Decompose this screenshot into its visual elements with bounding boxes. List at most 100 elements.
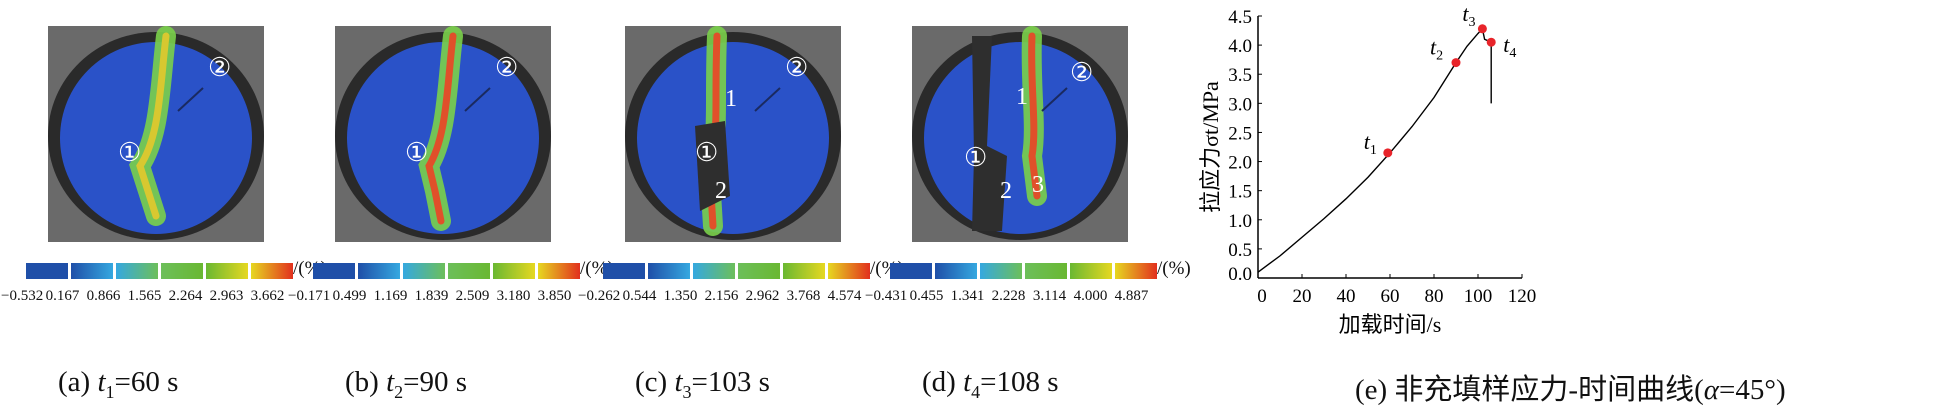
region-label: ② — [208, 53, 231, 82]
region-label: ① — [695, 138, 718, 167]
x-axis-label: 加载时间/s — [1339, 312, 1442, 337]
caption-var: t — [963, 366, 972, 398]
caption-suffix: =90 s — [403, 366, 468, 398]
colorbar — [313, 263, 580, 279]
region-label: ① — [118, 138, 141, 167]
colorbar-tick-label: 1.839 — [414, 288, 449, 304]
colorbar-tick-label: 1.565 — [127, 288, 162, 304]
event-label: t2 — [1430, 35, 1443, 64]
x-tick-label: 120 — [1508, 286, 1537, 307]
panel-caption: (d) t4=108 s — [922, 366, 1059, 403]
caption-prefix: (d) — [922, 366, 964, 398]
colorbar-ticks: −0.431 0.455 1.341 2.228 3.114 4.000 4.887 — [865, 288, 1152, 305]
region-label: 3 — [1032, 172, 1044, 198]
caption-suffix: =108 s — [980, 366, 1059, 398]
caption-prefix: (a) — [58, 366, 98, 398]
region-label: 2 — [715, 178, 727, 204]
colorbar-ticks: −0.171 0.499 1.169 1.839 2.509 3.180 3.850 — [288, 288, 575, 305]
caption-prefix: (b) — [345, 366, 387, 398]
colorbar-tick-label: 0.544 — [622, 288, 657, 304]
panel-caption: (c) t3=103 s — [635, 366, 770, 403]
y-tick-label: 1.0 — [1228, 211, 1252, 232]
event-point — [1486, 37, 1496, 47]
colorbar-tick-label: 3.114 — [1032, 288, 1067, 304]
event-point — [1383, 148, 1393, 158]
y-tick-label: 2.0 — [1228, 153, 1252, 174]
caption-var: t — [674, 366, 683, 398]
region-label: ① — [405, 138, 428, 167]
colorbar-segment — [1025, 263, 1067, 279]
panel-caption: (a) t1=60 s — [58, 366, 178, 403]
region-label: ② — [1070, 58, 1093, 87]
strain-field — [637, 42, 829, 234]
caption-var: t — [386, 366, 395, 398]
caption-e-suffix: =45°) — [1719, 374, 1786, 406]
caption-e: (e) 非充填样应力-时间曲线(α=45°) — [1355, 366, 1786, 408]
event-label: t3 — [1462, 1, 1475, 30]
region-label: ② — [785, 53, 808, 82]
region-label: 1 — [725, 86, 737, 112]
crack-path — [136, 32, 170, 220]
y-tick-label: 3.5 — [1228, 65, 1252, 86]
colorbar-segment — [1115, 263, 1157, 279]
colorbar-tick-label: 0.866 — [86, 288, 121, 304]
colorbar-segment — [493, 263, 535, 279]
colorbar-tick-label: 2.509 — [455, 288, 490, 304]
x-tick-label: 100 — [1464, 286, 1493, 307]
colorbar-unit: /(%) — [1157, 258, 1191, 279]
crack-path — [425, 32, 457, 225]
x-tick-label: 20 — [1293, 286, 1312, 307]
region-label: 2 — [1000, 178, 1012, 204]
y-tick-label: 2.5 — [1228, 123, 1252, 144]
colorbar-tick-label: 4.000 — [1073, 288, 1108, 304]
colorbar-tick-label: 2.264 — [168, 288, 203, 304]
colorbar-segment — [206, 263, 248, 279]
colorbar-tick-label: 2.963 — [209, 288, 244, 304]
y-tick-label: 4.5 — [1228, 7, 1252, 28]
region-label: ② — [495, 53, 518, 82]
event-label: t4 — [1503, 32, 1516, 61]
event-label-sub: 3 — [1469, 15, 1476, 30]
y-tick-label: 4.0 — [1228, 36, 1252, 57]
dic-strain-image: ① ② 1 2 — [625, 26, 841, 242]
colorbar-segment — [313, 263, 355, 279]
colorbar-segment — [116, 263, 158, 279]
colorbar-segment — [71, 263, 113, 279]
y-tick-label: 1.5 — [1228, 182, 1252, 203]
colorbar-tick-label: 2.962 — [745, 288, 780, 304]
y-tick-label: 3.0 — [1228, 94, 1252, 115]
colorbar-segment — [828, 263, 870, 279]
pre-existing-flaw — [754, 87, 781, 112]
pre-existing-flaw — [177, 87, 204, 112]
colorbar-segment — [26, 263, 68, 279]
event-label-var: t — [1462, 1, 1469, 26]
caption-e-var: α — [1703, 374, 1719, 406]
colorbar-segment — [935, 263, 977, 279]
colorbar-segment — [1070, 263, 1112, 279]
caption-sub: 1 — [105, 381, 115, 402]
caption-sub: 4 — [971, 381, 981, 402]
colorbar-tick-label: 3.768 — [786, 288, 821, 304]
colorbar-segment — [890, 263, 932, 279]
colorbar-tick-label: 3.180 — [496, 288, 531, 304]
colorbar-tick-label: 1.350 — [663, 288, 698, 304]
event-label-var: t — [1364, 129, 1371, 154]
colorbar-tick-label: 0.499 — [332, 288, 367, 304]
x-tick-label: 0 — [1257, 286, 1267, 307]
y-tick-label: 0.5 — [1228, 240, 1252, 261]
panel-caption: (b) t2=90 s — [345, 366, 467, 403]
stress-curve — [1257, 27, 1492, 273]
event-label-sub: 2 — [1436, 49, 1443, 64]
colorbar-tick-label: 0.167 — [45, 288, 80, 304]
colorbar — [603, 263, 870, 279]
y-tick-label: 0.0 — [1228, 264, 1252, 285]
colorbar-tick-label: 4.574 — [827, 288, 862, 304]
strain-field — [924, 42, 1116, 234]
colorbar-tick-label: −0.431 — [865, 288, 908, 304]
colorbar-segment — [161, 263, 203, 279]
colorbar-segment — [738, 263, 780, 279]
caption-var: t — [97, 366, 106, 398]
event-label: t1 — [1364, 129, 1377, 158]
colorbar-segment — [448, 263, 490, 279]
